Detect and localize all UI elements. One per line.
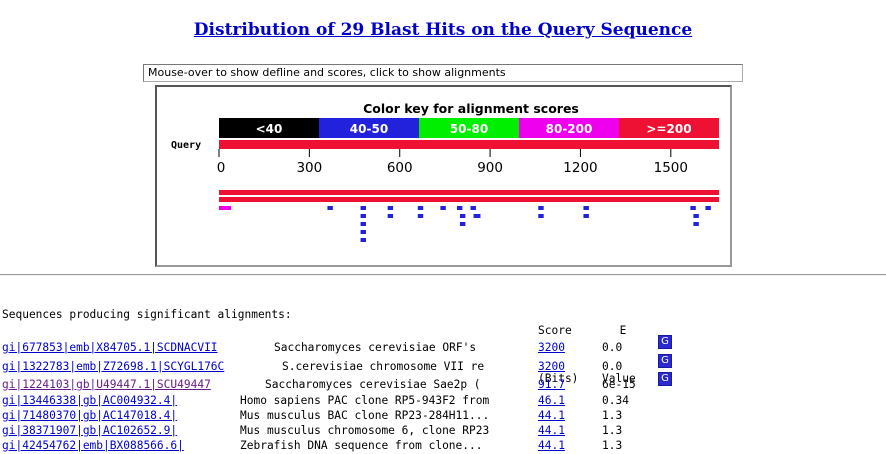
hit-bar[interactable] (387, 214, 394, 218)
score-link[interactable]: 44.1 (538, 424, 565, 437)
score-link[interactable]: 44.1 (538, 439, 565, 452)
query-label: Query (171, 140, 201, 151)
evalue-header-line-1: E (619, 324, 627, 337)
hit-bar[interactable] (693, 222, 699, 226)
hit-bar[interactable] (705, 206, 711, 210)
color-key-label: <40 (256, 122, 283, 136)
hit-bar[interactable] (470, 206, 476, 210)
gene-link-icon[interactable]: G (658, 335, 672, 349)
hit-bar[interactable] (538, 214, 544, 218)
hit-bar[interactable] (219, 206, 232, 210)
axis-tick-label: 600 (387, 160, 413, 176)
hit-bar[interactable] (538, 206, 544, 210)
score-link[interactable]: 46.1 (538, 394, 565, 407)
color-key-label: 40-50 (350, 122, 388, 136)
evalue: 0.34 (602, 394, 629, 407)
evalue: 1.3 (602, 439, 623, 452)
hit-bar[interactable] (456, 206, 463, 210)
sequence-description: Saccharomyces cerevisiae ORF's (274, 341, 477, 354)
color-key-swatch (319, 118, 419, 138)
gene-link-icon[interactable]: G (658, 354, 672, 368)
color-key-swatch (519, 118, 619, 138)
hit-bar[interactable] (219, 197, 719, 202)
score-link[interactable]: 3200 (538, 341, 565, 354)
axis-tick-label: 1500 (654, 160, 688, 176)
hit-bar[interactable] (387, 206, 394, 210)
hit-bar[interactable] (693, 214, 699, 218)
hit-bar[interactable] (417, 214, 424, 218)
hit-bar[interactable] (417, 206, 424, 210)
axis-tick-label: 300 (296, 160, 322, 176)
score-link[interactable]: 3200 (538, 360, 565, 373)
hit-bar[interactable] (440, 206, 446, 210)
color-key-label: 80-200 (546, 122, 593, 136)
sequence-description: Homo sapiens PAC clone RP5-943F2 from (240, 394, 490, 407)
gene-link-icon[interactable]: G (658, 372, 672, 386)
hit-bar[interactable] (360, 238, 366, 242)
evalue: 0.0 (602, 360, 623, 373)
alignments-heading: Sequences producing significant alignmen… (2, 308, 292, 321)
evalue: 0.0 (602, 341, 623, 354)
hit-bar[interactable] (583, 214, 589, 218)
sequence-id-link[interactable]: gi|13446338|gb|AC004932.4| (2, 394, 178, 407)
sequence-id-link[interactable]: gi|677853|emb|X84705.1|SCDNACVII (2, 341, 218, 354)
color-key-label: >=200 (646, 122, 691, 136)
score-header: Score (Bits) (538, 291, 578, 403)
evalue-header-line-2: Value (602, 372, 636, 385)
score-header-line-1: Score (538, 324, 572, 337)
hit-bar[interactable] (360, 206, 366, 210)
hit-bar[interactable] (473, 214, 481, 218)
page-title[interactable]: Distribution of 29 Blast Hits on the Que… (193, 20, 693, 40)
hit-bar[interactable] (459, 214, 466, 218)
hit-distribution-graph: Color key for alignment scores <40 40-50 5… (155, 85, 732, 267)
score-header-line-2: (Bits) (538, 372, 579, 385)
evalue: 1.3 (602, 424, 623, 437)
section-divider (0, 274, 886, 276)
score-link[interactable]: 44.1 (538, 409, 565, 422)
color-key: <40 40-50 50-80 80-200 >=200 (219, 118, 719, 138)
evalue: 6e-15 (602, 378, 636, 391)
color-key-label: 50-80 (450, 122, 488, 136)
hit-bar[interactable] (327, 206, 333, 210)
sequence-id-link[interactable]: gi|42454762|emb|BX088566.6| (2, 439, 184, 452)
hit-bar[interactable] (360, 222, 366, 226)
hit-distribution-svg: Color key for alignment scores <40 40-50 5… (171, 101, 719, 242)
sequence-id-link[interactable]: gi|38371907|gb|AC102652.9| (2, 424, 178, 437)
sequence-description: Mus musculus BAC clone RP23-284H11... (240, 409, 490, 422)
hit-bars[interactable] (219, 190, 719, 242)
sequence-id-link[interactable]: gi|71480370|gb|AC147018.4| (2, 409, 178, 422)
defline-display-field: Mouse-over to show defline and scores, c… (143, 64, 743, 82)
score-link[interactable]: 91.7 (538, 378, 565, 391)
sequence-description: S.cerevisiae chromosome VII re (282, 360, 485, 373)
hit-bar[interactable] (360, 214, 366, 218)
color-key-title: Color key for alignment scores (363, 101, 579, 116)
sequence-description: Zebrafish DNA sequence from clone... (240, 439, 483, 452)
evalue-header: E Value (602, 291, 642, 403)
hit-bar[interactable] (219, 190, 719, 195)
hit-bar[interactable] (690, 206, 696, 210)
axis-tick-label: 0 (217, 160, 226, 176)
sequence-description: Saccharomyces cerevisiae Sae2p ( (265, 378, 481, 391)
axis-tick-label: 1200 (563, 160, 597, 176)
axis-ticks: 0 300 600 900 1200 1500 (217, 149, 688, 176)
hit-bar[interactable] (459, 222, 466, 226)
color-key-swatch (619, 118, 719, 138)
query-bar (219, 140, 719, 149)
evalue: 1.3 (602, 409, 623, 422)
hit-bar[interactable] (360, 230, 366, 234)
axis-tick-label: 900 (477, 160, 503, 176)
color-key-swatch (219, 118, 319, 138)
color-key-swatch (419, 118, 519, 138)
sequence-id-link[interactable]: gi|1224103|gb|U49447.1|SCU49447 (2, 378, 211, 391)
sequence-description: Mus musculus chromosome 6, clone RP23 (240, 424, 490, 437)
sequence-id-link[interactable]: gi|1322783|emb|Z72698.1|SCYGL176C (2, 360, 225, 373)
hit-bar[interactable] (583, 206, 589, 210)
